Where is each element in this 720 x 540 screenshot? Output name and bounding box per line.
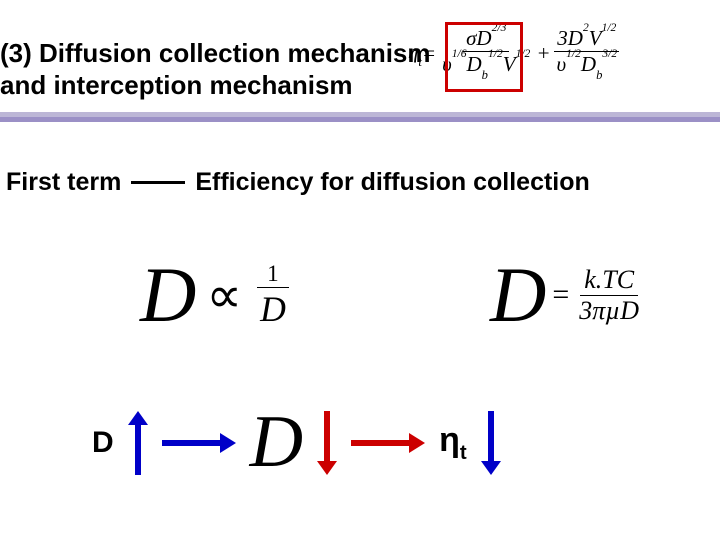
right-arrow-1 xyxy=(162,433,236,453)
first-term-line: First term Efficiency for diffusion coll… xyxy=(6,168,590,197)
first-term-label: First term xyxy=(6,168,121,197)
eta-t: ηt xyxy=(439,421,467,465)
highlight-box xyxy=(445,22,523,92)
down-arrow-2-shaft xyxy=(488,411,494,461)
propto-symbol: ∝ xyxy=(206,266,242,324)
term2-den: υ1/2Db3/2 xyxy=(554,52,621,80)
right-arrow-1-head-icon xyxy=(220,433,236,453)
right-arrow-2-shaft xyxy=(351,440,409,446)
relation-definition: D = k.TC 3πµD xyxy=(490,250,643,340)
term2-fraction: 3D2V1/2 υ1/2Db3/2 xyxy=(554,26,621,80)
down-arrow-1-shaft xyxy=(324,411,330,461)
equals-sign: = xyxy=(552,278,569,312)
equals: = xyxy=(422,41,436,66)
right-arrow-2-head-icon xyxy=(409,433,425,453)
up-arrow-head-icon xyxy=(128,411,148,425)
right-arrow-2 xyxy=(351,433,425,453)
ktc-fraction: k.TC 3πµD xyxy=(575,265,643,326)
plain-d: D xyxy=(92,426,114,460)
script-d-mid: D xyxy=(250,400,303,485)
down-arrow-1 xyxy=(317,411,337,475)
down-arrow-1-head-icon xyxy=(317,461,337,475)
causal-chain: D D ηt xyxy=(92,400,501,485)
title-text: (3) Diffusion collection mechanism and i… xyxy=(0,38,431,101)
plus: + xyxy=(536,41,550,66)
script-d-left: D xyxy=(140,250,196,340)
up-arrow-1 xyxy=(128,411,148,475)
slide-title: (3) Diffusion collection mechanism and i… xyxy=(0,4,431,102)
down-arrow-2 xyxy=(481,411,501,475)
efficiency-label: Efficiency for diffusion collection xyxy=(195,168,589,197)
long-dash xyxy=(131,181,185,184)
script-d-right: D xyxy=(490,250,546,340)
right-arrow-1-shaft xyxy=(162,440,220,446)
relation-proportional: D ∝ 1 D xyxy=(140,250,294,340)
down-arrow-2-head-icon xyxy=(481,461,501,475)
one-over-d: 1 D xyxy=(252,260,294,330)
up-arrow-shaft xyxy=(135,425,141,475)
divider-bottom xyxy=(0,117,720,122)
eta-symbol: ηt xyxy=(408,39,422,67)
divider xyxy=(0,112,720,124)
